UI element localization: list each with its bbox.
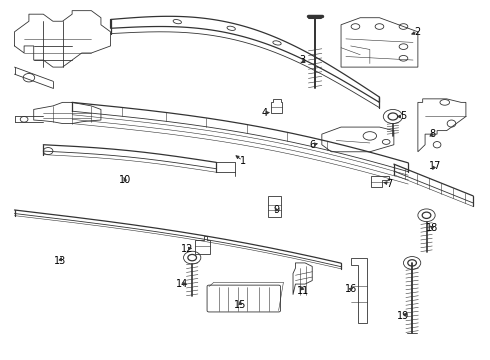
- Text: 15: 15: [234, 300, 246, 310]
- Text: 12: 12: [181, 244, 194, 254]
- Text: 16: 16: [344, 284, 357, 294]
- Text: 14: 14: [176, 279, 189, 289]
- Polygon shape: [341, 18, 418, 67]
- Polygon shape: [111, 16, 379, 102]
- Text: 3: 3: [299, 55, 306, 65]
- Text: 8: 8: [429, 129, 435, 139]
- Polygon shape: [293, 263, 312, 294]
- Polygon shape: [271, 99, 282, 113]
- Polygon shape: [195, 237, 210, 254]
- Text: 5: 5: [400, 112, 407, 121]
- Polygon shape: [268, 196, 281, 217]
- Polygon shape: [418, 99, 466, 152]
- Polygon shape: [371, 176, 389, 187]
- Polygon shape: [351, 258, 368, 323]
- Text: 7: 7: [386, 179, 392, 189]
- Text: 11: 11: [296, 286, 309, 296]
- FancyBboxPatch shape: [207, 285, 281, 312]
- Text: 6: 6: [309, 140, 315, 150]
- Text: 1: 1: [240, 156, 245, 166]
- Text: 13: 13: [54, 256, 66, 266]
- Polygon shape: [322, 127, 394, 152]
- Text: 10: 10: [119, 175, 131, 185]
- Text: 17: 17: [428, 161, 441, 171]
- Text: 4: 4: [261, 108, 267, 118]
- Text: 19: 19: [397, 311, 410, 321]
- Text: 9: 9: [273, 205, 279, 215]
- Text: 2: 2: [415, 27, 421, 37]
- Text: 18: 18: [426, 222, 439, 233]
